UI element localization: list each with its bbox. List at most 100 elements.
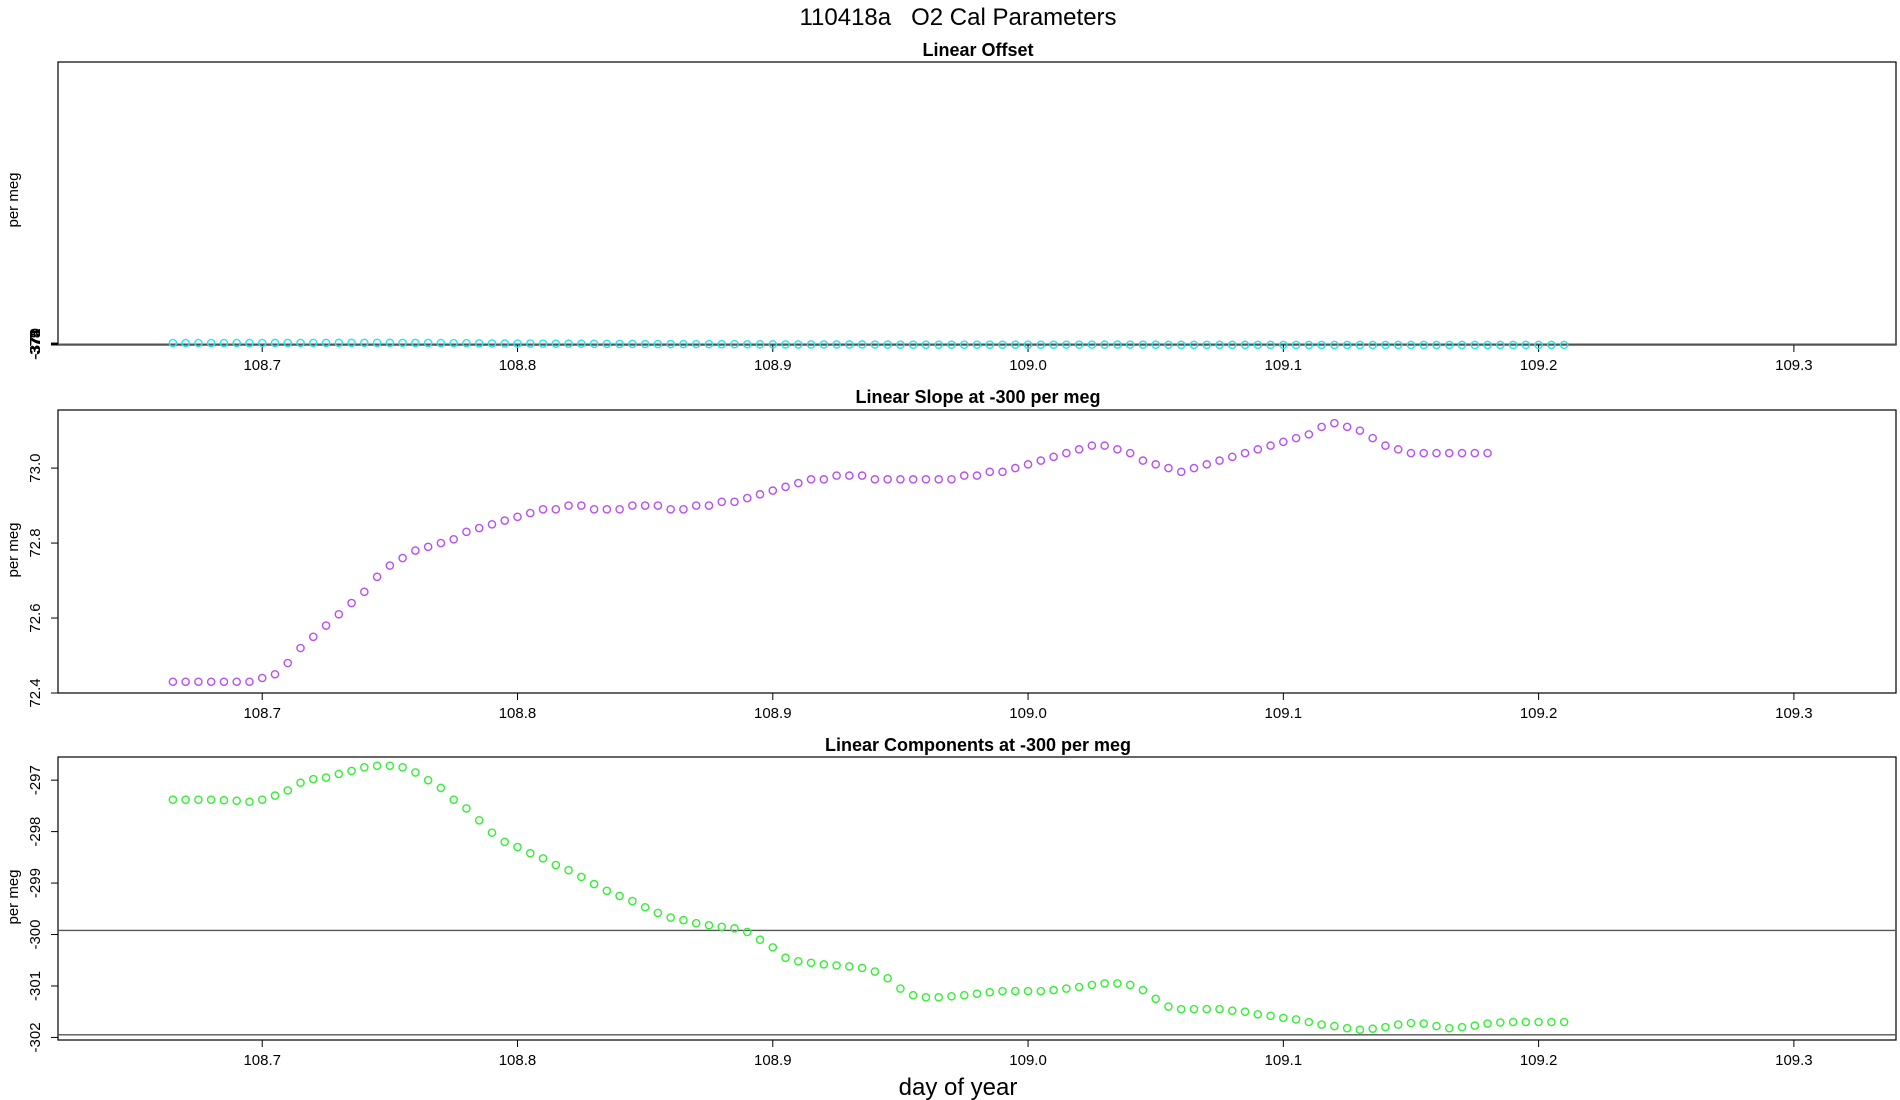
- data-point: [653, 908, 663, 918]
- data-point: [1457, 1022, 1467, 1032]
- data-point: [972, 471, 982, 480]
- data-point: [1368, 433, 1377, 443]
- data-point: [1381, 1022, 1390, 1032]
- data-point: [577, 501, 586, 510]
- data-point: [1113, 445, 1122, 454]
- data-point: [1444, 448, 1454, 458]
- data-point: [806, 475, 816, 484]
- data-point: [1457, 340, 1467, 350]
- data-point: [1253, 445, 1263, 454]
- data-point: [1432, 1021, 1441, 1031]
- data-point: [1189, 1004, 1199, 1014]
- data-point: [398, 338, 407, 348]
- data-point: [845, 340, 854, 349]
- data-point: [487, 339, 497, 348]
- data-point: [959, 471, 969, 480]
- data-point: [1125, 340, 1135, 349]
- y-axis-label: per meg: [5, 869, 22, 924]
- data-point: [538, 505, 548, 514]
- panel-linear-components: Linear Components at -300 per meg per me…: [5, 735, 1897, 1069]
- data-point: [1113, 340, 1122, 349]
- data-point: [1419, 448, 1429, 458]
- data-point: [832, 471, 841, 480]
- data-point: [1266, 441, 1275, 450]
- data-point: [219, 677, 229, 687]
- data-point: [1406, 340, 1416, 350]
- data-point: [564, 339, 573, 349]
- x-tick-label: 109.3: [1775, 357, 1813, 374]
- data-point: [564, 865, 573, 875]
- data-point: [1508, 1017, 1518, 1027]
- data-point: [628, 339, 637, 349]
- data-point: [1074, 340, 1084, 349]
- data-point: [1342, 1023, 1352, 1033]
- x-tick-label: 109.1: [1265, 357, 1303, 374]
- data-point: [1227, 1006, 1237, 1015]
- data-point: [1291, 433, 1301, 443]
- data-point: [219, 338, 229, 348]
- data-point: [1151, 460, 1160, 469]
- data-point: [245, 677, 254, 687]
- data-point: [628, 896, 637, 906]
- data-point: [768, 943, 778, 952]
- data-point: [385, 761, 395, 771]
- panel-title: Linear Slope at -300 per meg: [855, 387, 1100, 407]
- data-point: [321, 338, 331, 348]
- data-point: [1547, 340, 1556, 350]
- x-tick-label: 108.7: [243, 1052, 281, 1069]
- data-point: [679, 915, 688, 925]
- data-point: [1087, 980, 1097, 990]
- data-point: [794, 956, 803, 966]
- data-point: [985, 987, 995, 997]
- data-point: [1291, 1015, 1301, 1024]
- data-point: [283, 786, 293, 795]
- y-tick-label: 73.0: [27, 453, 44, 482]
- data-point: [385, 561, 395, 570]
- data-point: [296, 778, 305, 788]
- y-tick-label: 72.6: [27, 603, 44, 632]
- data-point: [398, 553, 407, 563]
- data-point: [640, 501, 650, 510]
- data-point: [1240, 340, 1250, 350]
- data-point: [640, 339, 650, 349]
- data-point: [525, 508, 535, 518]
- data-point: [1355, 1025, 1365, 1035]
- data-point: [947, 991, 956, 1001]
- data-point: [691, 339, 701, 349]
- data-point: [602, 339, 612, 349]
- data-point: [308, 632, 318, 642]
- data-point: [832, 961, 841, 970]
- data-point: [742, 493, 752, 503]
- data-point: [870, 967, 880, 976]
- data-point: [487, 520, 497, 529]
- data-point: [1419, 1019, 1429, 1028]
- data-point: [1036, 456, 1046, 465]
- data-point: [1279, 1013, 1288, 1023]
- data-point: [985, 467, 995, 477]
- data-point: [742, 339, 752, 349]
- data-point: [1215, 340, 1224, 350]
- data-point: [1227, 340, 1237, 350]
- data-point: [947, 340, 956, 349]
- data-point: [908, 340, 918, 349]
- data-point: [1074, 445, 1084, 454]
- data-point: [1304, 430, 1314, 439]
- data-point: [1036, 986, 1046, 996]
- y-tick-label: -298: [27, 817, 44, 847]
- data-point: [666, 339, 675, 349]
- x-tick-label: 108.8: [499, 357, 537, 374]
- data-point: [372, 338, 382, 348]
- data-point: [755, 490, 765, 499]
- data-point: [525, 339, 535, 348]
- data-point: [704, 920, 714, 930]
- data-point: [232, 677, 241, 687]
- data-point: [679, 339, 688, 349]
- data-point: [257, 673, 267, 683]
- data-point: [1176, 1004, 1186, 1014]
- data-point: [449, 535, 458, 544]
- data-point: [794, 340, 803, 349]
- main-title: 110418a O2 Cal Parameters: [799, 4, 1116, 31]
- data-point: [1266, 340, 1275, 350]
- data-point: [653, 501, 663, 510]
- data-point: [870, 475, 880, 484]
